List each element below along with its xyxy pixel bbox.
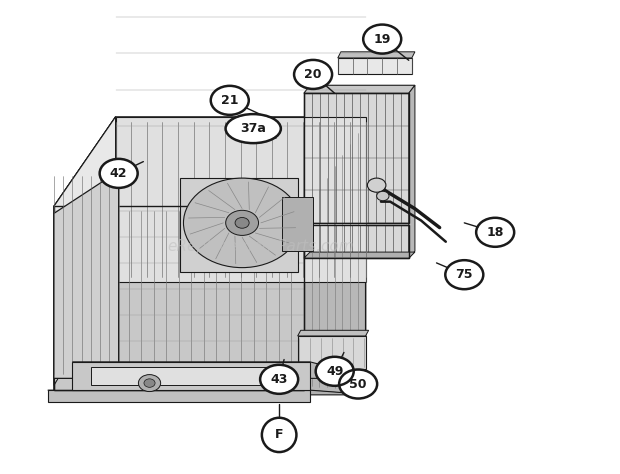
- Ellipse shape: [295, 61, 331, 88]
- Ellipse shape: [211, 87, 248, 114]
- Ellipse shape: [100, 160, 137, 187]
- Polygon shape: [60, 121, 360, 216]
- Ellipse shape: [227, 115, 280, 142]
- Polygon shape: [54, 117, 366, 206]
- Circle shape: [377, 191, 389, 201]
- Polygon shape: [409, 85, 415, 258]
- Text: 50: 50: [350, 377, 367, 391]
- Polygon shape: [304, 252, 415, 258]
- Polygon shape: [180, 178, 298, 273]
- Polygon shape: [91, 366, 267, 385]
- Polygon shape: [48, 390, 372, 395]
- Ellipse shape: [340, 370, 376, 398]
- Text: 43: 43: [270, 373, 288, 386]
- Circle shape: [226, 210, 259, 236]
- Ellipse shape: [477, 219, 513, 246]
- Polygon shape: [54, 117, 115, 395]
- Text: 18: 18: [487, 226, 504, 239]
- Circle shape: [184, 178, 301, 268]
- Polygon shape: [304, 117, 366, 395]
- Polygon shape: [304, 93, 409, 223]
- Polygon shape: [304, 225, 409, 258]
- Text: 37a: 37a: [241, 122, 266, 135]
- Polygon shape: [54, 171, 118, 378]
- Ellipse shape: [364, 25, 401, 53]
- Text: 75: 75: [456, 268, 473, 281]
- Polygon shape: [115, 117, 366, 282]
- Ellipse shape: [263, 419, 296, 451]
- Circle shape: [144, 379, 155, 387]
- Text: 21: 21: [221, 94, 239, 107]
- Polygon shape: [73, 362, 310, 390]
- Ellipse shape: [261, 365, 297, 393]
- Text: 20: 20: [304, 68, 322, 81]
- Polygon shape: [338, 52, 415, 58]
- Polygon shape: [304, 85, 415, 93]
- Circle shape: [368, 178, 386, 192]
- Ellipse shape: [317, 357, 353, 385]
- Polygon shape: [298, 336, 366, 369]
- Circle shape: [235, 218, 249, 228]
- Polygon shape: [298, 330, 369, 336]
- Polygon shape: [54, 206, 304, 390]
- Polygon shape: [48, 390, 310, 402]
- Text: eReplacementParts.com: eReplacementParts.com: [167, 239, 354, 254]
- Polygon shape: [73, 362, 375, 378]
- Text: 42: 42: [110, 167, 128, 180]
- Text: 49: 49: [326, 365, 343, 378]
- Circle shape: [138, 374, 161, 392]
- Polygon shape: [338, 58, 412, 74]
- Text: F: F: [275, 428, 283, 441]
- Polygon shape: [282, 197, 313, 251]
- Text: 19: 19: [373, 33, 391, 46]
- Polygon shape: [54, 117, 115, 385]
- Ellipse shape: [446, 261, 482, 289]
